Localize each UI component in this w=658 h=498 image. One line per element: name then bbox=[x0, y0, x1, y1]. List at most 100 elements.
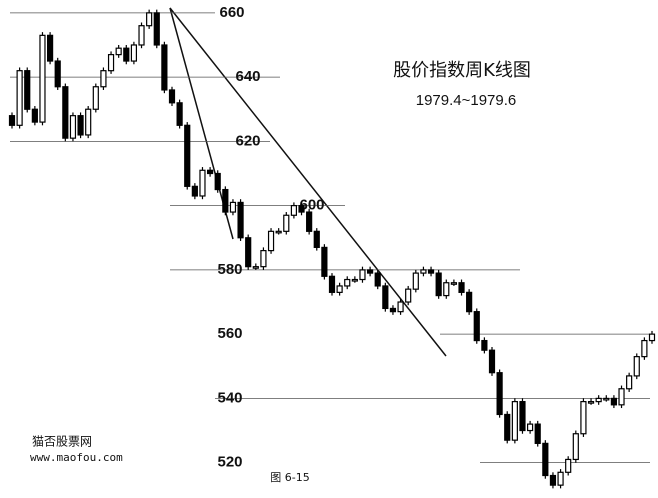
candle-body bbox=[382, 285, 389, 310]
candle-body bbox=[458, 282, 465, 293]
candle-body bbox=[46, 34, 54, 62]
candle-body bbox=[184, 124, 191, 187]
candle-body bbox=[77, 115, 84, 136]
candle-body bbox=[359, 269, 366, 281]
candle-body bbox=[321, 246, 328, 277]
candle-body bbox=[176, 102, 183, 126]
candle-body bbox=[328, 275, 336, 293]
candle-body bbox=[633, 356, 640, 377]
candle-body bbox=[260, 250, 267, 268]
candle-body bbox=[123, 47, 130, 62]
candle-body bbox=[466, 291, 473, 313]
candle-body bbox=[344, 278, 351, 287]
watermark: 猫否股票网 bbox=[32, 435, 92, 449]
candle-body bbox=[85, 108, 92, 136]
candle-body bbox=[237, 201, 244, 239]
candle-body bbox=[420, 269, 427, 274]
candle-body bbox=[427, 269, 435, 274]
candle-body bbox=[153, 12, 160, 46]
candle-body bbox=[626, 375, 633, 390]
candle-body bbox=[397, 301, 404, 313]
candle-body bbox=[199, 169, 206, 197]
candle-body bbox=[69, 115, 77, 139]
candle-body bbox=[298, 205, 305, 213]
candle-body bbox=[168, 89, 176, 104]
candle-body bbox=[374, 272, 381, 287]
candle-body bbox=[138, 25, 145, 46]
candle-body bbox=[306, 211, 313, 232]
candle-body bbox=[222, 188, 229, 213]
candle-body bbox=[504, 413, 511, 441]
candle-body bbox=[450, 282, 458, 285]
candle-body bbox=[534, 423, 541, 444]
candle-body bbox=[39, 34, 46, 123]
candle-body bbox=[275, 230, 282, 234]
candle-body bbox=[252, 266, 259, 269]
candle-body bbox=[283, 214, 290, 232]
candle-body bbox=[542, 442, 549, 477]
candle-body bbox=[115, 47, 122, 56]
candle-body bbox=[405, 288, 412, 303]
y-tick-label: 640 bbox=[235, 68, 260, 85]
watermark: www.maofou.com bbox=[30, 451, 123, 464]
candle-body bbox=[107, 54, 115, 72]
candle-body bbox=[572, 433, 579, 461]
chart-subtitle: 1979.4~1979.6 bbox=[416, 92, 517, 109]
candle-body bbox=[610, 397, 618, 406]
y-tick-label: 520 bbox=[217, 454, 242, 471]
candle-body bbox=[54, 60, 61, 88]
y-tick-label: 580 bbox=[217, 261, 242, 278]
candle-body bbox=[488, 349, 496, 374]
candle-body bbox=[443, 282, 450, 297]
candle-body bbox=[587, 401, 595, 404]
candle-body bbox=[435, 272, 442, 297]
candle-body bbox=[229, 201, 237, 213]
candle-body bbox=[511, 401, 518, 441]
candle-body bbox=[618, 388, 625, 406]
candle-body bbox=[549, 474, 557, 486]
candle-body bbox=[146, 12, 153, 27]
candle-body bbox=[481, 339, 488, 351]
candle-body bbox=[191, 185, 198, 197]
caption: 图 6-15 bbox=[270, 471, 309, 484]
y-tick-label: 540 bbox=[217, 389, 242, 406]
candle-body bbox=[206, 169, 214, 175]
candle-body bbox=[336, 285, 343, 293]
candle-body bbox=[8, 115, 16, 126]
candle-body bbox=[603, 397, 610, 401]
candle-body bbox=[519, 401, 526, 432]
candle-body bbox=[412, 272, 419, 290]
candle-body bbox=[595, 397, 602, 403]
y-tick-label: 560 bbox=[217, 325, 242, 342]
candle-body bbox=[580, 401, 587, 435]
candle-body bbox=[313, 230, 320, 248]
candle-body bbox=[130, 44, 138, 62]
candle-body bbox=[100, 70, 107, 88]
candle-body bbox=[526, 423, 534, 432]
candle-body bbox=[161, 44, 168, 91]
y-tick-label: 600 bbox=[299, 197, 324, 214]
candle-body bbox=[62, 86, 69, 139]
trend-line bbox=[169, 7, 447, 357]
candle-body bbox=[290, 205, 298, 216]
candle-body bbox=[92, 86, 99, 110]
candle-body bbox=[565, 458, 572, 473]
candle-body bbox=[16, 70, 23, 126]
candle-body bbox=[366, 269, 374, 274]
candle-body bbox=[31, 108, 38, 123]
candle-body bbox=[473, 311, 480, 342]
candle-body bbox=[496, 372, 503, 416]
chart-title: 股价指数周K线图 bbox=[393, 60, 531, 81]
candle-body bbox=[267, 230, 275, 252]
candle-body bbox=[214, 172, 221, 191]
candle-body bbox=[648, 333, 656, 342]
y-tick-label: 660 bbox=[219, 4, 244, 21]
candle-body bbox=[351, 278, 358, 282]
candle-body bbox=[24, 70, 31, 110]
candle-body bbox=[641, 339, 648, 358]
candle-body bbox=[557, 471, 564, 486]
y-tick-label: 620 bbox=[235, 132, 260, 149]
candle-body bbox=[389, 307, 397, 313]
candle-body bbox=[245, 237, 252, 268]
